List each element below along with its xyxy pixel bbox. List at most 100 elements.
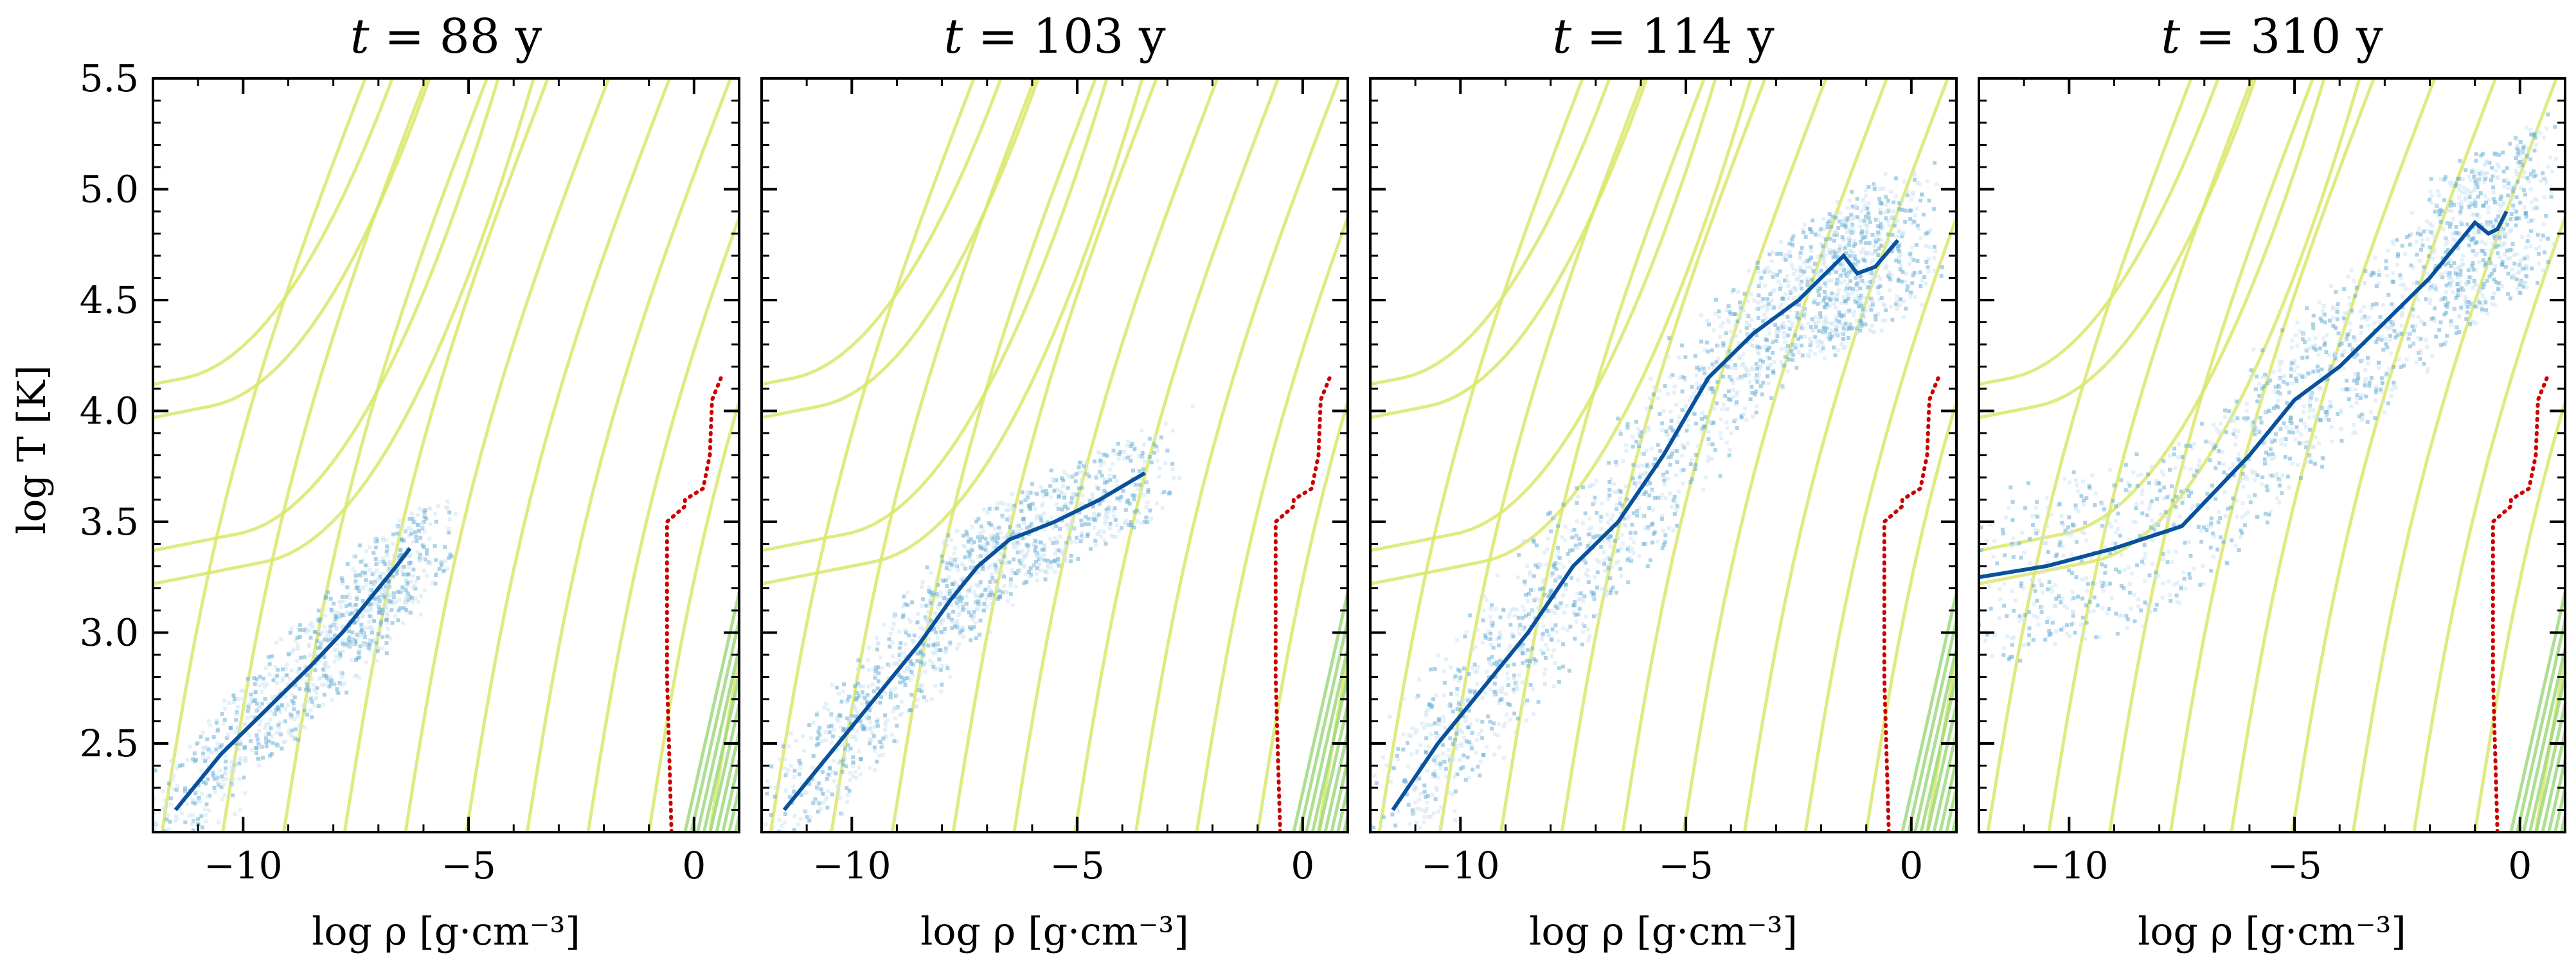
density-cell <box>258 705 263 709</box>
density-cell <box>1149 460 1154 465</box>
density-cell <box>229 765 234 769</box>
density-cell <box>1637 554 1641 558</box>
density-cell <box>1554 567 1559 571</box>
density-cell <box>947 575 951 580</box>
density-cell <box>995 506 999 511</box>
density-cell <box>1113 506 1117 510</box>
density-cell <box>1044 489 1048 493</box>
density-cell <box>1472 691 1477 696</box>
density-cell <box>1754 362 1758 366</box>
density-cell <box>228 725 233 730</box>
density-cell <box>1455 727 1460 732</box>
density-cell <box>1516 716 1520 721</box>
density-cell <box>979 535 984 539</box>
density-cell <box>324 673 328 678</box>
density-cell <box>1660 421 1665 425</box>
density-cell <box>873 669 878 673</box>
density-cell <box>1142 459 1147 464</box>
density-cell <box>333 614 337 618</box>
density-cell <box>374 641 379 645</box>
density-cell <box>1592 500 1597 504</box>
density-cell <box>1864 215 1868 218</box>
density-cell <box>1872 182 1876 186</box>
density-cell <box>1427 703 1431 707</box>
density-cell <box>211 735 216 740</box>
density-cell <box>989 601 994 606</box>
density-cell <box>1825 326 1829 330</box>
density-cell <box>402 538 406 543</box>
density-cell <box>280 679 285 683</box>
density-cell <box>804 791 809 796</box>
density-cell <box>949 618 954 622</box>
density-cell <box>839 743 843 747</box>
density-cell <box>2073 478 2078 483</box>
density-cell <box>1543 682 1548 686</box>
density-cell <box>1742 292 1747 296</box>
density-cell <box>443 545 447 549</box>
density-cell <box>836 719 841 724</box>
density-cell <box>338 670 343 675</box>
density-cell <box>1671 429 1676 433</box>
density-cell <box>1505 702 1510 706</box>
density-cell <box>1042 558 1047 562</box>
density-cell <box>1442 669 1446 673</box>
density-cell <box>1610 565 1614 569</box>
density-cell <box>1470 731 1474 735</box>
density-cell <box>1718 474 1722 478</box>
density-cell <box>442 569 446 573</box>
density-cell <box>1909 255 1913 260</box>
density-cell <box>961 605 965 609</box>
density-cell <box>858 719 863 724</box>
density-cell <box>1544 600 1548 604</box>
density-cell <box>1805 283 1810 288</box>
density-cell <box>939 689 943 694</box>
density-cell <box>1536 605 1541 610</box>
density-cell <box>1769 298 1774 303</box>
density-cell <box>1163 461 1168 466</box>
density-cell <box>820 739 825 743</box>
density-cell <box>2087 484 2091 488</box>
density-cell <box>1619 546 1623 551</box>
density-cell <box>1471 666 1474 670</box>
density-cell <box>936 666 940 671</box>
density-cell <box>1453 775 1456 779</box>
density-cell <box>1869 296 1873 301</box>
density-cell <box>1010 571 1014 575</box>
density-cell <box>898 658 902 662</box>
density-cell <box>269 726 273 731</box>
density-cell <box>764 822 768 826</box>
density-cell <box>1782 278 1787 283</box>
density-cell <box>843 756 847 760</box>
density-cell <box>1444 657 1449 662</box>
density-cell <box>1683 355 1688 359</box>
isotherm-curve <box>1560 78 1767 832</box>
density-cell <box>363 608 368 612</box>
density-cell <box>1079 533 1084 538</box>
density-cell <box>1424 710 1428 715</box>
isotherm-curve <box>690 613 739 832</box>
density-cell <box>1071 492 1075 497</box>
density-cell <box>1434 785 1438 790</box>
density-cell <box>1035 578 1039 583</box>
isotherm-curve <box>1901 585 1956 832</box>
density-cell <box>2064 606 2069 610</box>
density-cell <box>1649 377 1653 381</box>
density-cell <box>1440 743 1445 747</box>
density-cell <box>177 763 182 768</box>
density-cell <box>1803 334 1807 339</box>
density-cell <box>1057 495 1061 499</box>
density-cell <box>1755 260 1760 265</box>
density-cell <box>2100 524 2104 528</box>
density-cell <box>1620 541 1625 546</box>
density-cell <box>177 806 182 811</box>
density-cell <box>1669 418 1674 423</box>
density-cell <box>1476 732 1481 736</box>
density-cell <box>902 669 907 673</box>
density-cell <box>1829 298 1833 303</box>
density-cell <box>1863 222 1867 226</box>
density-cell <box>224 760 228 763</box>
density-cell <box>1517 643 1522 648</box>
density-cell <box>293 638 298 643</box>
density-cell <box>1137 469 1141 474</box>
density-cell <box>1834 316 1838 319</box>
